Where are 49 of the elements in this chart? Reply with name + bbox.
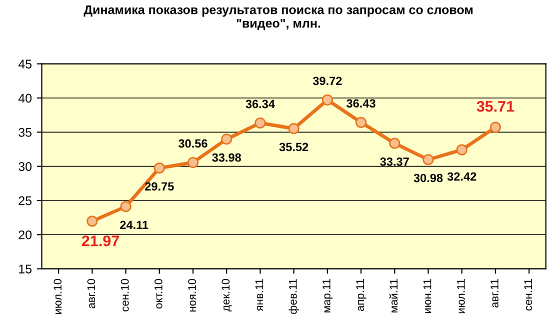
y-tick-label: 25 — [18, 196, 32, 206]
data-label: 30.56 — [178, 139, 208, 148]
x-tick-label: сен.11 — [524, 279, 532, 311]
x-tick-label: мар.11 — [322, 279, 333, 312]
y-tick-label: 15 — [19, 264, 32, 274]
point — [355, 116, 367, 128]
x-tick-label: авг.10 — [87, 278, 96, 308]
y-tick-label: 45 — [18, 60, 32, 68]
data-label: 35.52 — [279, 142, 308, 152]
point — [490, 122, 502, 133]
x-tick-label: апр.11 — [356, 279, 366, 312]
data-label: 33.98 — [212, 153, 242, 162]
x-tick-label: окт.10 — [154, 278, 162, 309]
x-tick-label: фев.11 — [288, 279, 299, 314]
x-tick-label: дек.10 — [222, 278, 232, 312]
y-tick-label: 40 — [18, 94, 32, 103]
data-label: 29.75 — [145, 182, 174, 191]
x-tick-label: сен.10 — [120, 278, 129, 312]
x-tick-label: июл.10 — [54, 278, 62, 314]
x-tick-label: июн.11 — [423, 279, 432, 314]
data-label: 36.43 — [346, 99, 376, 108]
x-tick-label: авг.11 — [490, 279, 498, 308]
point — [456, 144, 468, 156]
point — [422, 154, 434, 166]
data-label: 32.42 — [447, 172, 476, 181]
data-label: 24.11 — [120, 220, 148, 230]
point — [288, 123, 300, 134]
point — [389, 138, 400, 149]
y-tick-label: 35 — [18, 128, 32, 137]
data-label: 35.71 — [476, 100, 514, 112]
y-tick-label: 30 — [18, 162, 32, 171]
data-label: 33.37 — [380, 157, 409, 166]
data-label: 30.98 — [414, 174, 443, 182]
data-label: 21.97 — [82, 235, 119, 246]
point — [187, 156, 199, 168]
x-tick-label: май.11 — [389, 279, 398, 312]
point — [221, 134, 232, 145]
x-tick-label: янв.11 — [255, 279, 264, 312]
data-label: 39.72 — [312, 76, 342, 86]
x-tick-label: ноя.10 — [188, 278, 196, 312]
point — [154, 162, 165, 174]
point — [322, 94, 333, 106]
x-tick-label: июл.11 — [457, 279, 465, 314]
point — [86, 216, 98, 227]
point — [120, 201, 132, 212]
chart-title: Динамика показов результатов поиска по запросам со словом "видео", млн. — [84, 6, 473, 30]
y-tick-label: 20 — [18, 230, 32, 240]
data-label: 36.34 — [246, 100, 275, 108]
point — [254, 117, 266, 129]
